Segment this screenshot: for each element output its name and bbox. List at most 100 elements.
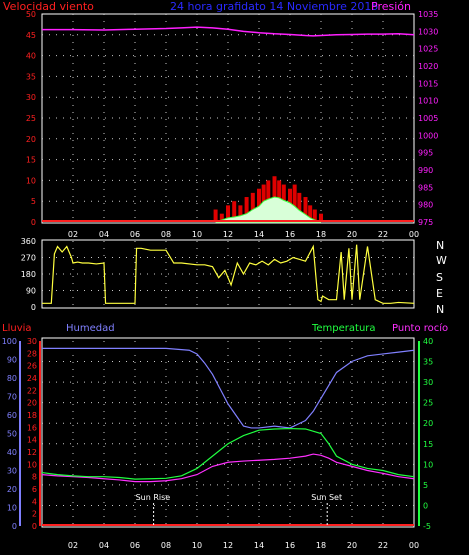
rain-tick-label: 26 <box>27 362 37 371</box>
climate-x-tick-label: 14 <box>254 541 264 550</box>
gust-bar <box>219 213 224 222</box>
temperature-tick-label: 25 <box>423 399 433 408</box>
wind-grid <box>42 14 414 222</box>
gust-bar <box>312 209 317 222</box>
wind-speed-tick-label: 45 <box>26 31 36 40</box>
gust-bar <box>238 205 243 222</box>
gust-bar <box>308 205 313 222</box>
gust-bar <box>250 192 255 222</box>
wind-x-tick-label: 16 <box>285 230 295 239</box>
gust-bar <box>244 197 249 222</box>
temperature-label: Temperatura <box>311 323 376 334</box>
compass-n-top: N <box>436 239 444 252</box>
rain-tick-label: 0 <box>32 522 37 531</box>
pressure-tick-label: 980 <box>418 201 433 210</box>
wind-speed-tick-label: 20 <box>26 135 36 144</box>
rain-tick-label: 22 <box>27 386 37 395</box>
wind-x-tick-label: 14 <box>254 230 264 239</box>
pressure-tick-label: 975 <box>418 218 433 227</box>
rain-tick-label: 8 <box>32 473 37 482</box>
humidity-tick-label: 40 <box>7 448 17 457</box>
climate-x-tick-label: 18 <box>316 541 326 550</box>
humidity-label: Humedad <box>66 323 115 334</box>
wind-speed-title: Velocidad viento <box>3 0 94 13</box>
pressure-tick-label: 985 <box>418 183 433 192</box>
temperature-tick-label: 15 <box>423 440 433 449</box>
climate-x-tick-label: 06 <box>130 541 140 550</box>
climate-x-tick-label: 04 <box>99 541 109 550</box>
pressure-tick-label: 1000 <box>418 131 438 140</box>
wind-speed-tick-label: 0 <box>31 218 36 227</box>
pressure-tick-label: 1025 <box>418 45 438 54</box>
temperature-tick-label: 35 <box>423 358 433 367</box>
gust-bar <box>213 209 218 222</box>
climate-x-tick-label: 22 <box>378 541 388 550</box>
rain-tick-label: 20 <box>27 399 37 408</box>
wind-speed-tick-label: 40 <box>26 52 36 61</box>
pressure-tick-label: 1035 <box>418 10 438 19</box>
wind-direction-line <box>42 244 415 304</box>
gust-bar <box>319 213 323 222</box>
humidity-tick-label: 60 <box>7 411 17 420</box>
humidity-tick-label: 90 <box>7 356 17 365</box>
humidity-tick-label: 30 <box>7 467 17 476</box>
direction-tick-label: 180 <box>21 270 36 279</box>
pressure-title: Presión <box>371 0 411 13</box>
wind-speed-tick-label: 50 <box>26 10 36 19</box>
temperature-line <box>41 427 415 480</box>
direction-tick-label: 270 <box>21 254 36 263</box>
rain-tick-label: 14 <box>27 436 37 445</box>
temperature-tick-label: 0 <box>423 501 428 510</box>
humidity-tick-label: 20 <box>7 485 17 494</box>
pressure-tick-label: 990 <box>418 166 433 175</box>
humidity-tick-label: 70 <box>7 393 17 402</box>
temperature-tick-label: 5 <box>423 481 428 490</box>
climate-x-tick-label: 08 <box>161 541 171 550</box>
humidity-tick-label: 100 <box>2 337 17 346</box>
pressure-tick-label: 1020 <box>418 62 438 71</box>
rain-tick-label: 16 <box>27 423 37 432</box>
humidity-tick-label: 50 <box>7 430 17 439</box>
climate-panel-frame <box>41 337 415 528</box>
pressure-tick-label: 995 <box>418 149 433 158</box>
rain-label: Lluvia <box>2 323 32 334</box>
wind-x-tick-label: 12 <box>223 230 233 239</box>
rain-tick-label: 10 <box>27 460 37 469</box>
pressure-line <box>42 26 415 37</box>
rain-tick-label: 18 <box>27 411 37 420</box>
gust-bar <box>297 192 302 222</box>
compass-w: W <box>436 254 447 267</box>
pressure-tick-label: 1015 <box>418 79 438 88</box>
temperature-tick-label: 10 <box>423 460 433 469</box>
gust-bar <box>226 205 230 222</box>
wind-x-tick-label: 18 <box>316 230 326 239</box>
rain-tick-label: 24 <box>27 374 37 383</box>
temperature-tick-label: 40 <box>423 337 433 346</box>
rain-tick-label: 12 <box>27 448 37 457</box>
wind-speed-tick-label: 10 <box>26 176 36 185</box>
humidity-tick-label: 80 <box>7 374 17 383</box>
compass-n-bottom: N <box>436 303 444 316</box>
dew-point-label: Punto rocío <box>392 322 448 334</box>
temperature-tick-label: 30 <box>423 378 433 387</box>
wind-x-tick-label: 02 <box>68 230 78 239</box>
chart-series <box>41 26 415 526</box>
rain-tick-label: 6 <box>32 485 37 494</box>
humidity-tick-label: 0 <box>12 522 17 531</box>
pressure-tick-label: 1010 <box>418 97 438 106</box>
rain-tick-label: 4 <box>32 497 37 506</box>
climate-x-tick-label: 10 <box>192 541 202 550</box>
wind-speed-tick-label: 15 <box>26 156 36 165</box>
wind-x-tick-label: 04 <box>99 230 109 239</box>
pressure-tick-label: 1030 <box>418 27 438 36</box>
wind-speed-tick-label: 5 <box>31 197 36 206</box>
climate-x-tick-label: 00 <box>409 541 419 550</box>
climate-x-tick-label: 02 <box>68 541 78 550</box>
sun-rise-label: Sun Rise <box>136 493 171 502</box>
rain-tick-label: 28 <box>27 349 37 358</box>
gust-bar <box>232 201 237 222</box>
sun-set-label: Sun Set <box>311 493 342 502</box>
direction-tick-label: 90 <box>26 287 36 296</box>
wind-x-tick-label: 08 <box>161 230 171 239</box>
